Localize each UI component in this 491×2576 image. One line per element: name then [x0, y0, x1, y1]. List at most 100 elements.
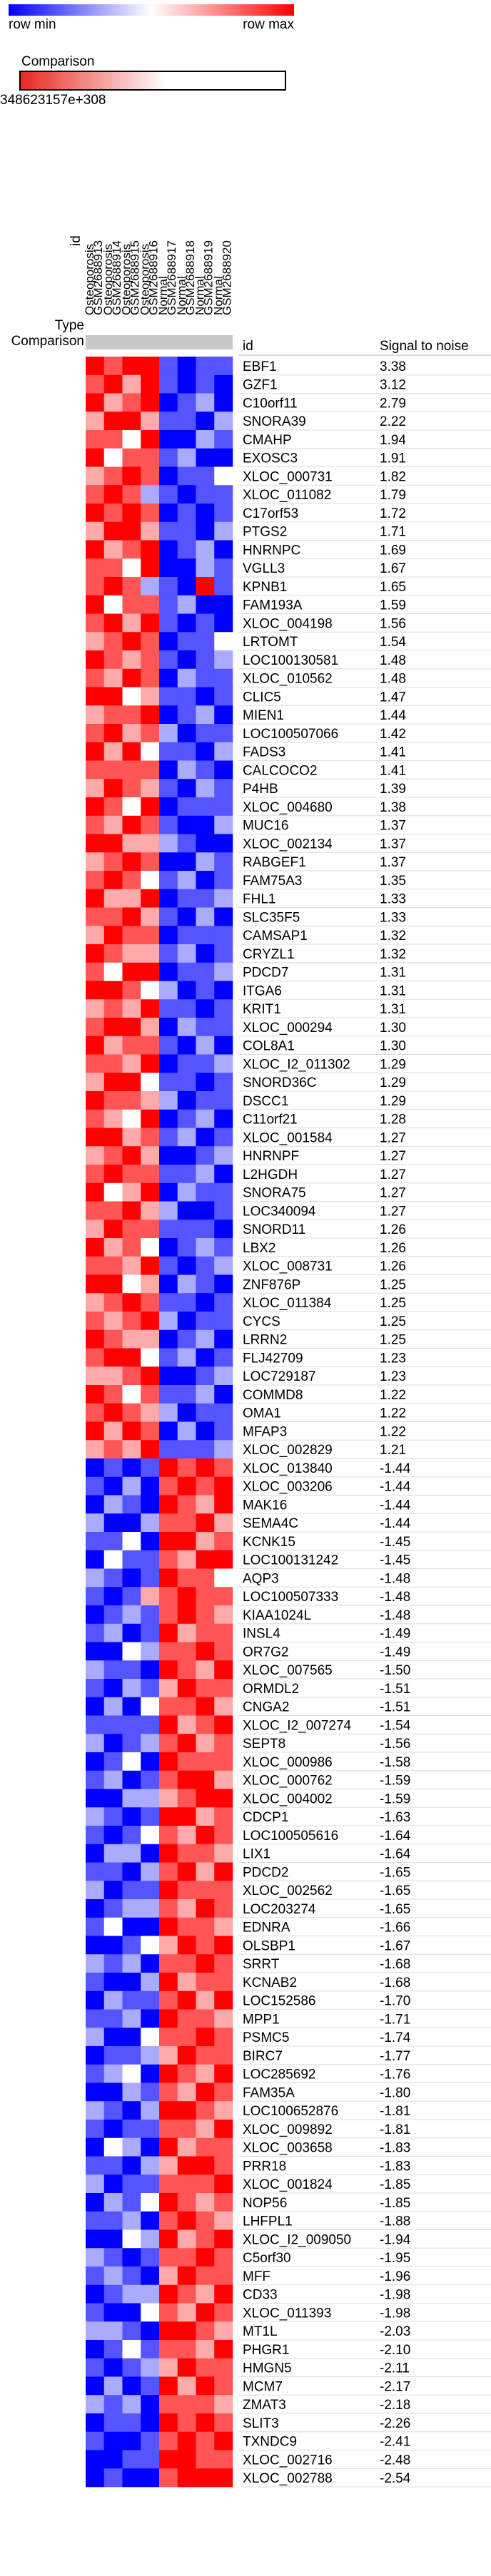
cell [196, 2046, 215, 2065]
cell [177, 981, 196, 1000]
cell [141, 1789, 160, 1808]
cell [214, 1220, 233, 1239]
cell [159, 2156, 178, 2175]
cell [196, 852, 215, 872]
cell [177, 1826, 196, 1845]
cell [141, 797, 160, 817]
cell [159, 705, 178, 725]
cell [196, 668, 215, 688]
cell [196, 2376, 215, 2396]
cell [196, 1440, 215, 1459]
cell [86, 2395, 105, 2414]
cell [103, 2303, 123, 2322]
cell [103, 1018, 123, 1037]
cell [196, 1899, 215, 1918]
cell [122, 1660, 141, 1680]
row-score: -1.77 [380, 2049, 410, 2064]
cell [214, 577, 233, 596]
cell [86, 1770, 105, 1789]
cell [214, 521, 233, 541]
cell [141, 393, 160, 412]
cell [141, 1348, 160, 1367]
cell [196, 2248, 215, 2267]
cell [122, 558, 141, 578]
cell [86, 650, 105, 670]
cell [177, 1844, 196, 1863]
cell [141, 1623, 160, 1642]
cell [177, 1312, 196, 1331]
comparison-bar [86, 335, 233, 349]
row-label: XLOC_I2_009050 [243, 2232, 351, 2247]
cell [214, 558, 233, 578]
cell [214, 1476, 233, 1496]
cell [177, 2358, 196, 2377]
cell [177, 1513, 196, 1533]
cell [122, 2101, 141, 2120]
annotation-value: 348623157e+308 [0, 93, 106, 108]
cell [177, 412, 196, 431]
row-score: 1.27 [380, 1149, 406, 1164]
cell [214, 1293, 233, 1312]
cell [122, 1182, 141, 1202]
column-type: Osteoporosis [101, 244, 115, 315]
row-label: XLOC_002134 [243, 837, 333, 852]
cell [177, 871, 196, 890]
cell [159, 2450, 178, 2469]
cell [159, 2376, 178, 2396]
cell [141, 2321, 160, 2341]
row-label: P4HB [243, 782, 278, 797]
cell [141, 2376, 160, 2396]
row-label: LOC100505616 [243, 1829, 338, 1844]
cell [177, 1128, 196, 1147]
cell [196, 521, 215, 541]
cell [214, 540, 233, 559]
cell [141, 1936, 160, 1955]
cell [214, 1165, 233, 1184]
row-label: CMAHP [243, 433, 292, 448]
cell [122, 1128, 141, 1147]
cell [86, 705, 105, 725]
cell [214, 1550, 233, 1569]
cell [103, 1734, 123, 1753]
row-score: 1.22 [380, 1406, 406, 1421]
cell [86, 779, 105, 798]
cell [103, 1789, 123, 1808]
cell [86, 632, 105, 651]
row-label: XLOC_000762 [243, 1774, 333, 1789]
cell [141, 2303, 160, 2322]
cell [177, 1220, 196, 1239]
cell [159, 595, 178, 614]
cell [141, 1440, 160, 1459]
cell [196, 797, 215, 817]
cell [86, 485, 105, 504]
cell [214, 1182, 233, 1202]
cell [141, 1715, 160, 1734]
cell [177, 2413, 196, 2433]
row-score: -1.64 [380, 1847, 411, 1862]
row-score: -1.48 [380, 1590, 410, 1605]
cell [159, 797, 178, 817]
cell [196, 834, 215, 853]
row-score: -2.54 [380, 2471, 411, 2486]
cell [122, 1826, 141, 1845]
color-scale [9, 4, 294, 16]
cell [122, 521, 141, 541]
cell [103, 742, 123, 761]
cell [141, 1550, 160, 1569]
cell [214, 485, 233, 504]
cell [103, 2321, 123, 2341]
row-score: 1.27 [380, 1186, 406, 1201]
cell [214, 1862, 233, 1881]
cell [214, 1073, 233, 1092]
cell [122, 1403, 141, 1422]
cell [159, 1165, 178, 1184]
cell [196, 779, 215, 798]
cell [177, 1789, 196, 1808]
cell [141, 1660, 160, 1680]
row-score: -2.18 [380, 2398, 410, 2413]
row-score: -1.96 [380, 2269, 410, 2284]
row-label: XLOC_003206 [243, 1480, 333, 1495]
row-label: SLC35F5 [243, 910, 300, 925]
cell [159, 2229, 178, 2249]
cell [159, 1128, 178, 1147]
